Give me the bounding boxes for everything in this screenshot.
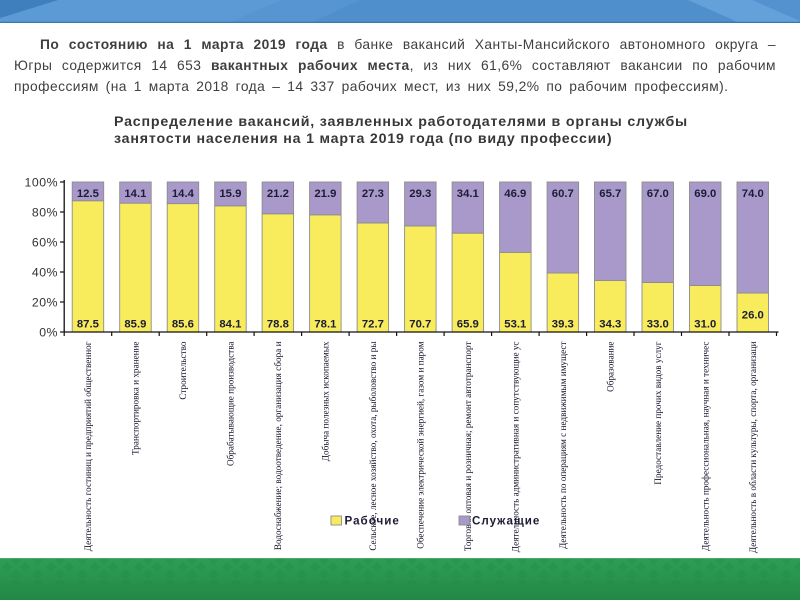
svg-text:Добыча полезных ископаемых: Добыча полезных ископаемых (320, 341, 330, 461)
svg-text:100%: 100% (25, 175, 58, 189)
svg-text:39.3: 39.3 (552, 319, 574, 331)
svg-text:Водоснабжение; водоотведение,: Водоснабжение; водоотведение, организаци… (273, 341, 283, 550)
svg-text:29.3: 29.3 (409, 188, 431, 200)
svg-text:14.4: 14.4 (172, 188, 195, 200)
svg-text:78.1: 78.1 (314, 319, 336, 331)
svg-text:34.1: 34.1 (457, 188, 479, 200)
svg-text:85.9: 85.9 (124, 319, 146, 331)
svg-text:Служащие: Служащие (472, 515, 540, 528)
svg-text:Деятельность в области культур: Деятельность в области культуры, спорта,… (748, 341, 758, 553)
svg-text:65.7: 65.7 (599, 188, 621, 200)
svg-text:46.9: 46.9 (504, 188, 526, 200)
svg-text:80%: 80% (32, 205, 58, 219)
svg-text:60%: 60% (32, 235, 58, 249)
svg-text:20%: 20% (32, 295, 58, 309)
svg-text:15.9: 15.9 (219, 188, 241, 200)
svg-text:Деятельность по операциям с не: Деятельность по операциям с недвижимым и… (558, 342, 568, 549)
svg-text:65.9: 65.9 (457, 319, 479, 331)
svg-text:84.1: 84.1 (219, 319, 241, 331)
svg-text:87.5: 87.5 (77, 319, 99, 331)
svg-text:40%: 40% (32, 265, 58, 279)
svg-text:Образование: Образование (605, 342, 615, 392)
svg-text:Строительство: Строительство (178, 341, 188, 399)
svg-text:31.0: 31.0 (694, 319, 716, 331)
svg-text:26.0: 26.0 (742, 310, 764, 322)
svg-text:14.1: 14.1 (124, 188, 146, 200)
svg-text:Рабочие: Рабочие (345, 515, 400, 528)
svg-text:21.2: 21.2 (267, 188, 289, 200)
svg-text:Транспортировка и хранение: Транспортировка и хранение (130, 342, 140, 455)
svg-text:Сельское, лесное хозяйство, ох: Сельское, лесное хозяйство, охота, рыбол… (368, 342, 378, 551)
svg-text:Деятельность профессиональная,: Деятельность профессиональная, научная и… (700, 342, 710, 551)
svg-text:Обеспечение электрической энер: Обеспечение электрической энергией, газо… (415, 341, 425, 548)
svg-text:Торговля оптовая и розничная;: Торговля оптовая и розничная; ремонт авт… (463, 342, 473, 552)
svg-text:53.1: 53.1 (504, 319, 526, 331)
svg-text:Деятельность административная: Деятельность административная и сопутств… (510, 342, 520, 553)
svg-text:34.3: 34.3 (599, 319, 621, 331)
svg-text:60.7: 60.7 (552, 188, 574, 200)
svg-text:21.9: 21.9 (314, 188, 336, 200)
svg-text:72.7: 72.7 (362, 319, 384, 331)
svg-text:67.0: 67.0 (647, 188, 669, 200)
svg-text:74.0: 74.0 (742, 188, 764, 200)
svg-text:85.6: 85.6 (172, 319, 194, 331)
svg-text:70.7: 70.7 (409, 319, 431, 331)
svg-text:69.0: 69.0 (694, 188, 716, 200)
svg-text:0%: 0% (39, 325, 58, 339)
svg-text:78.8: 78.8 (267, 319, 289, 331)
svg-text:Обрабатывающие производства: Обрабатывающие производства (225, 342, 235, 467)
svg-text:33.0: 33.0 (647, 319, 669, 331)
svg-text:Предоставление прочих видов ус: Предоставление прочих видов услуг (653, 341, 663, 484)
svg-text:Деятельность гостиниц и предпр: Деятельность гостиниц и предприятий обще… (83, 341, 93, 551)
svg-text:12.5: 12.5 (77, 188, 99, 200)
svg-text:27.3: 27.3 (362, 188, 384, 200)
